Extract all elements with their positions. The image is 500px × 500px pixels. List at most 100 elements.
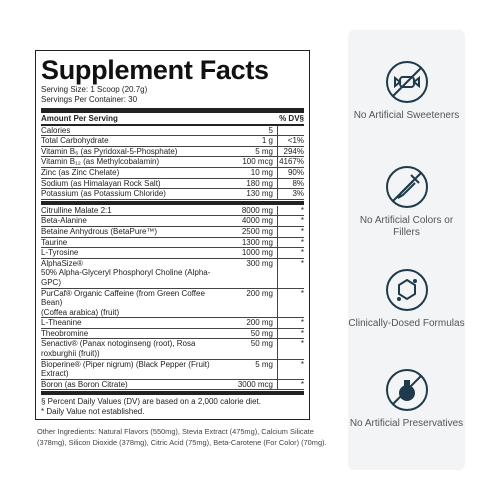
feature-caption: No Artificial Preservatives (349, 418, 464, 429)
amount: 180 mg (223, 178, 278, 189)
daily-value: * (300, 226, 304, 236)
title: Supplement Facts (41, 55, 269, 85)
daily-value: 90% (287, 167, 304, 177)
name-line: Vitamin B₁₂ (as Methylcobalamin) (41, 157, 160, 167)
feature-panel: No Artificial Sweeteners No Artificial C… (348, 30, 465, 470)
daily-value: * (300, 237, 304, 247)
daily-value: * (300, 258, 304, 268)
name-line: Senactiv® (Panax notoginseng (root), Ros… (41, 339, 196, 359)
ingredient-name: Potassium (as Potassium Chloride) (41, 189, 223, 199)
table-row: L-Theanine 200 mg * (41, 318, 304, 329)
icon (385, 269, 428, 311)
amount: 5 mg (223, 146, 278, 157)
name-line: Total Carbohydrate (41, 136, 109, 146)
table-row: Potassium (as Potassium Chloride) 130 mg 3… (41, 189, 304, 200)
daily-value: * (300, 205, 304, 215)
nutrient-table: Calories 5 Total Carbohydrate 1 g <1% Vitamin… (41, 125, 304, 200)
ingredient-name: Vitamin B₆ (as Pyridoxal-5-Phosphate) (41, 147, 223, 157)
daily-value: * (300, 328, 304, 338)
amount: 10 mg (223, 167, 278, 178)
other-ingredients: Other Ingredients: Natural Flavors (550m… (37, 427, 327, 447)
ingredient-name: AlphaSize® 50% Alpha-Glyceryl Phosphoryl … (41, 259, 223, 288)
amount: 5 mg (223, 359, 278, 379)
ingredient-name: Zinc (as Zinc Chelate) (41, 168, 223, 178)
ingredient-name: Senactiv® (Panax notoginseng (root), Ros… (41, 339, 223, 358)
name-line: Potassium (as Potassium Chloride) (41, 189, 166, 199)
table-row: Taurine 1300 mg * (41, 237, 304, 249)
feature-caption: No Artificial Sweeteners (353, 110, 460, 121)
amount: 130 mg (223, 189, 278, 199)
icon (385, 166, 428, 208)
table-row: Betaine Anhydrous (BetaPure™) 2500 mg * (41, 226, 304, 238)
amount: 1300 mg (223, 237, 278, 248)
daily-value: * (300, 359, 304, 369)
daily-value: 8% (292, 178, 304, 188)
name-line: Taurine (41, 237, 68, 247)
ingredient-name: Bioperine® (Piper nigrum) (Black Pepper … (41, 360, 223, 379)
header-row: Amount Per Serving % DV§ (41, 114, 304, 126)
amount: 100 mcg (223, 157, 278, 167)
amount: 50 mg (223, 328, 278, 339)
name-line: Boron (as Boron Citrate) (41, 379, 128, 389)
header: Amount Per Serving (41, 114, 118, 123)
divider (41, 200, 304, 205)
ingredient-table: Citrulline Malate 2:1 8000 mg * Beta-Alanin… (41, 205, 304, 391)
amount: 1 g (223, 136, 278, 146)
table-row: Senactiv® (Panax notoginseng (root), Ros… (41, 339, 304, 360)
amount: 300 mg (223, 258, 278, 288)
table-row: PurCaf® Organic Caffeine (from Green Cof… (41, 288, 304, 319)
daily-value: 294% (283, 146, 304, 156)
ingredient-name: PurCaf® Organic Caffeine (from Green Cof… (41, 289, 223, 318)
amount: 2500 mg (223, 226, 278, 237)
amount: 1000 mg (223, 248, 278, 258)
ingredient-name: L-Tyrosine (41, 248, 223, 258)
icon (385, 369, 428, 411)
table-row: Vitamin B₆ (as Pyridoxal-5-Phosphate) 5 m… (41, 146, 304, 158)
amount: 4000 mg (223, 216, 278, 226)
ingredient-name: L-Theanine (41, 318, 223, 328)
servings-per-container: Servings Per Container: 30 (41, 95, 138, 104)
amount: 8000 mg (223, 205, 278, 216)
name-line: L-Theanine (41, 318, 82, 328)
daily-value: * (300, 216, 304, 226)
footnote: § Percent Daily Values (DV) are based on… (41, 397, 261, 407)
name-line: Calories (41, 125, 71, 135)
ingredient-name: Vitamin B₁₂ (as Methylcobalamin) (41, 157, 223, 167)
amount: 200 mg (223, 318, 278, 328)
divider (41, 108, 304, 113)
table-row: Citrulline Malate 2:1 8000 mg * (41, 205, 304, 217)
daily-value: 4167% (279, 157, 304, 167)
ingredient-name: Calories (41, 126, 223, 136)
header: % DV§ (279, 114, 304, 123)
serving-size: Serving Size: 1 Scoop (20.7g) (41, 85, 148, 94)
table-row: Sodium (as Himalayan Rock Salt) 180 mg 8% (41, 178, 304, 190)
table-row: Theobromine 50 mg * (41, 328, 304, 340)
table-row: Zinc (as Zinc Chelate) 10 mg 90% (41, 167, 304, 179)
name-line: Sodium (as Himalayan Rock Salt) (41, 178, 161, 188)
ingredient-name: Sodium (as Himalayan Rock Salt) (41, 179, 223, 189)
ingredient-name: Theobromine (41, 329, 223, 339)
supplement-facts-label: Supplement Facts Serving Size: 1 Scoop (… (35, 50, 310, 420)
name-line: 50% Alpha-Glyceryl Phosphoryl Choline (A… (41, 268, 211, 287)
table-row: L-Tyrosine 1000 mg * (41, 248, 304, 259)
ingredient-name: Betaine Anhydrous (BetaPure™) (41, 227, 223, 237)
amount: 3000 mcg (223, 379, 278, 390)
feature-caption: No Artificial Colors or Fillers (359, 215, 454, 238)
daily-value: * (300, 248, 304, 258)
daily-value: * (300, 339, 304, 349)
ingredient-name: Total Carbohydrate (41, 136, 223, 146)
name-line: Bioperine® (Piper nigrum) (Black Pepper … (41, 359, 210, 379)
feature: No Artificial Preservatives (348, 368, 465, 430)
table-row: AlphaSize® 50% Alpha-Glyceryl Phosphoryl … (41, 258, 304, 289)
name-line: Beta-Alanine (41, 216, 87, 226)
ingredient-name: Citrulline Malate 2:1 (41, 206, 223, 216)
name-line: Zinc (as Zinc Chelate) (41, 167, 120, 177)
daily-value: * (300, 379, 304, 389)
daily-value: * (300, 318, 304, 328)
daily-value: <1% (287, 136, 304, 146)
ingredient-name: Taurine (41, 238, 223, 248)
amount: 5 (223, 125, 278, 136)
name-line: L-Tyrosine (41, 248, 79, 258)
feature-caption: Clinically-Dosed Formulas (348, 318, 465, 329)
